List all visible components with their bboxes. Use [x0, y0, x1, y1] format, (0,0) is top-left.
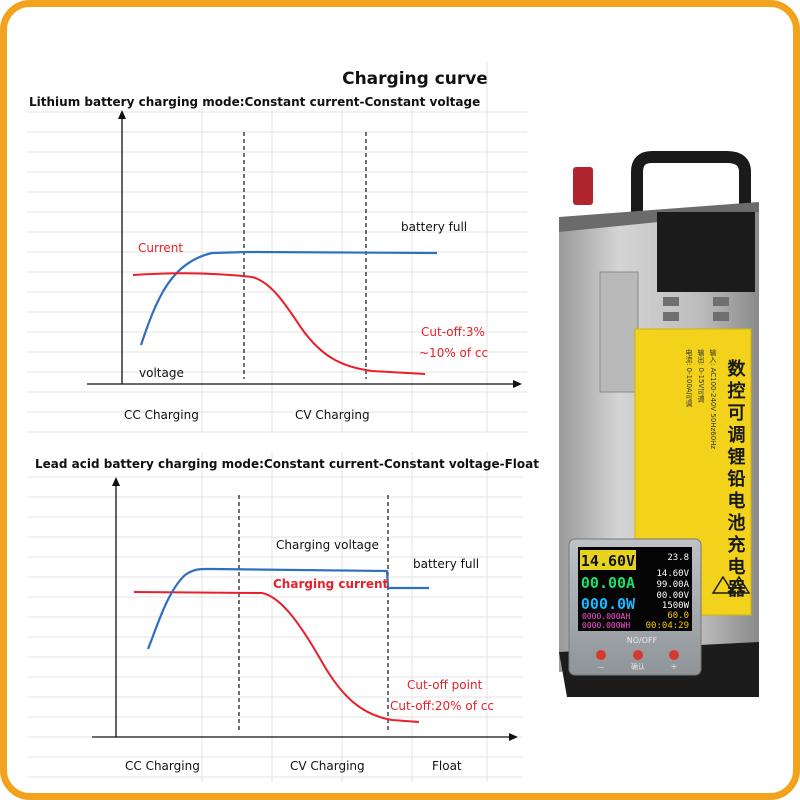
side-plate — [599, 271, 639, 393]
lcd-temp: 23.8 — [667, 553, 689, 563]
lead-acid-phase-cc: CC Charging — [125, 759, 200, 773]
lcd-voltage: 14.60V — [581, 552, 635, 570]
charger-device: 数控可调锂铅电池充电器 输入: AC100-240V 50Hz60Hz 输出: … — [559, 151, 759, 697]
lcd-time: 00:04:29 — [646, 621, 689, 631]
lcd-uvp: 60.0 — [667, 611, 689, 621]
device-handle — [631, 151, 751, 217]
lithium-current-curve — [132, 272, 426, 375]
lcd-current: 00.00A — [581, 574, 635, 592]
label-spec-1: 输入: AC100-240V 50Hz60Hz — [709, 348, 717, 449]
lcd-power: 000.0W — [581, 595, 636, 613]
lead-acid-voltage-curve — [146, 567, 429, 650]
lithium-cutoff-line1: Cut-off:3% — [421, 325, 485, 339]
button-caption: NO/OFF — [627, 636, 658, 645]
lithium-current-label: Current — [138, 241, 183, 255]
lead-acid-x-axis-arrow — [509, 733, 518, 741]
lead-acid-bg-grid — [27, 452, 522, 782]
plus-label: + — [671, 662, 678, 671]
lcd-set-voltage: 14.60V — [656, 569, 689, 579]
lcd-energy: 0000.000WH — [582, 621, 630, 630]
label-spec-2: 输出: 0-15V可调 — [697, 348, 705, 403]
lithium-phase-cv: CV Charging — [295, 408, 370, 422]
lcd-ovp: 00.00V — [656, 591, 689, 601]
lcd-opp: 1500W — [662, 601, 690, 611]
lithium-voltage-label: voltage — [139, 366, 184, 380]
lithium-cutoff-line2: ~10% of cc — [419, 346, 488, 360]
lcd-capacity: 0000.000AH — [582, 612, 630, 621]
lead-acid-current-label: Charging current — [273, 577, 389, 591]
lead-acid-voltage-label: Charging voltage — [276, 538, 379, 552]
minus-button[interactable] — [596, 650, 606, 660]
lithium-voltage-curve — [139, 250, 438, 346]
lead-acid-heading: Lead acid battery charging mode:Constant… — [35, 457, 539, 471]
release-lever — [573, 167, 593, 205]
plus-button[interactable] — [669, 650, 679, 660]
lead-acid-full-label: battery full — [413, 557, 479, 571]
lead-acid-phase-float: Float — [432, 759, 462, 773]
lithium-x-axis-arrow — [513, 380, 522, 388]
lithium-phase-cc: CC Charging — [124, 408, 199, 422]
lead-acid-chart: Lead acid battery charging mode:Constant… — [27, 452, 539, 782]
minus-label: — — [598, 663, 605, 671]
lithium-full-label: battery full — [401, 220, 467, 234]
lcd-set-current: 99.00A — [656, 580, 689, 590]
confirm-button[interactable] — [633, 650, 643, 660]
lithium-bg-grid — [27, 62, 527, 433]
infographic: Charging curve Lith — [27, 62, 759, 782]
lead-acid-phase-cv: CV Charging — [290, 759, 365, 773]
lcd-readings: 14.60V 00.00A 000.0W 0000.000AH 0000.000… — [580, 550, 690, 631]
main-title: Charging curve — [342, 69, 488, 89]
lead-acid-current-curve — [133, 591, 420, 723]
label-spec-3: 电流: 0-100A可调 — [685, 348, 693, 408]
label-chinese-title: 数控可调锂铅电池充电器 — [725, 358, 747, 601]
fan-area — [657, 212, 755, 292]
warning-icons — [711, 575, 751, 594]
lithium-chart: Lithium battery charging mode:Constant c… — [27, 62, 527, 433]
lithium-y-axis-arrow — [118, 110, 126, 119]
lead-acid-cutoff-line1: Cut-off point — [407, 678, 483, 692]
lithium-heading: Lithium battery charging mode:Constant c… — [29, 95, 480, 109]
lead-acid-y-axis-arrow — [112, 477, 120, 486]
lead-acid-cutoff-line2: Cut-off:20% of cc — [390, 699, 494, 713]
confirm-label: 确认 — [631, 662, 645, 671]
vents — [663, 297, 729, 321]
